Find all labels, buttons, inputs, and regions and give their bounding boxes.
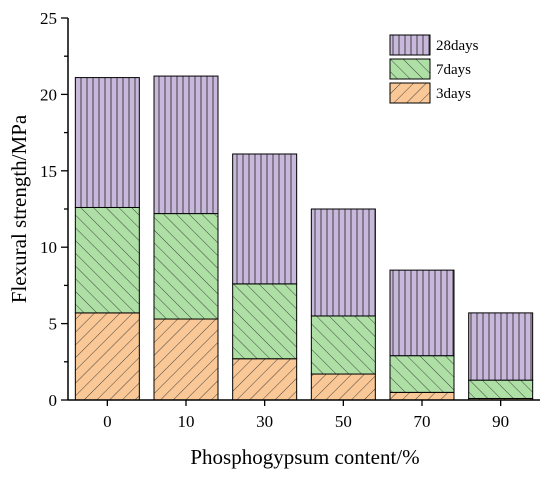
bar-segment-7days-50 xyxy=(310,315,376,375)
legend-label-28days: 28days xyxy=(436,38,479,54)
y-tick-label-25: 25 xyxy=(40,9,57,28)
legend: 28days 7days 3days xyxy=(389,34,479,104)
bar-segment-3days-30 xyxy=(232,358,298,401)
plot-area: 0 10 30 50 70 90 0 5 10 15 20 25 xyxy=(40,9,540,431)
x-tick-label-50: 50 xyxy=(335,412,352,431)
bar-segment-7days-0 xyxy=(74,206,140,314)
legend-item-3days: 3days xyxy=(389,82,471,104)
bar-segment-28days-0 xyxy=(74,77,140,208)
legend-item-7days: 7days xyxy=(389,58,471,80)
bar-segment-7days-70 xyxy=(389,355,455,393)
x-tick-label-90: 90 xyxy=(492,412,509,431)
bar-segment-3days-10 xyxy=(153,318,219,401)
legend-item-28days: 28days xyxy=(389,34,479,56)
bar-segment-3days-50 xyxy=(310,373,376,401)
bar-segment-28days-50 xyxy=(310,208,376,317)
x-tick-label-10: 10 xyxy=(178,412,195,431)
bar-segment-28days-90 xyxy=(468,312,534,381)
legend-label-3days: 3days xyxy=(436,86,471,102)
y-tick-label-15: 15 xyxy=(40,162,57,181)
legend-label-7days: 7days xyxy=(436,62,471,78)
bar-segment-7days-30 xyxy=(232,283,298,360)
bar-segment-3days-0 xyxy=(74,312,140,401)
x-tick-label-0: 0 xyxy=(103,412,112,431)
bar-segment-28days-30 xyxy=(232,153,298,285)
bar-segment-28days-10 xyxy=(153,75,219,215)
x-tick-label-30: 30 xyxy=(256,412,273,431)
bar-segment-28days-70 xyxy=(389,269,455,357)
y-tick-label-20: 20 xyxy=(40,85,57,104)
bar-segment-7days-90 xyxy=(468,379,534,399)
y-tick-label-10: 10 xyxy=(40,238,57,257)
y-axis-title: Flexural strength/MPa xyxy=(7,114,31,303)
y-tick-label-0: 0 xyxy=(49,391,58,410)
bar-segment-7days-10 xyxy=(153,213,219,320)
bar-segment-3days-70 xyxy=(389,391,455,401)
y-tick-label-5: 5 xyxy=(49,315,58,334)
x-axis-title: Phosphogypsum content/% xyxy=(190,445,419,469)
x-tick-label-70: 70 xyxy=(414,412,431,431)
